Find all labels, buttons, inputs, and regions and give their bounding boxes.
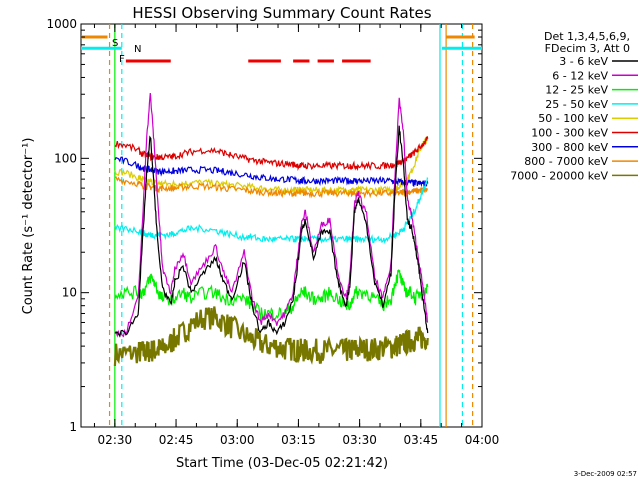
axis-ticks: 1 10 100 1000 02:30 02:45 03:00 03:15 03:30 03:45… (46, 17, 499, 447)
legend-label: 7000 - 20000 keV (510, 169, 608, 182)
flag-label-s: S (112, 38, 118, 49)
x-tick-label: 03:15 (281, 433, 316, 447)
x-tick-label: 04:00 (465, 433, 500, 447)
series-12to25kev (114, 269, 429, 321)
legend-label: 100 - 300 keV (531, 127, 608, 140)
flag-label-n: N (134, 44, 141, 55)
plot-frame (80, 23, 483, 428)
vertical-markers (108, 24, 474, 427)
y-axis-label: Count Rate (s⁻¹ detector⁻¹) (21, 138, 36, 315)
x-tick-label: 02:45 (159, 433, 194, 447)
x-tick-label: 03:00 (220, 433, 255, 447)
y-tick-label: 1 (69, 420, 77, 434)
footer-date: 3-Dec-2009 02:57 (574, 470, 637, 478)
legend-label: 3 - 6 keV (559, 55, 608, 68)
flag-bars (81, 35, 482, 63)
series-layer (113, 92, 429, 367)
legend-label: 25 - 50 keV (545, 98, 608, 111)
y-tick-label: 100 (54, 151, 77, 165)
series-50to100kev (114, 136, 429, 196)
legend-header-line1: Det 1,3,4,5,6,9, (544, 30, 630, 43)
legend-label: 6 - 12 keV (552, 69, 608, 82)
legend-header-line2: FDecim 3, Att 0 (545, 42, 630, 55)
legend-label: 12 - 25 keV (545, 84, 608, 97)
flag-label-f: F (119, 54, 125, 65)
legend-label: 300 - 800 keV (531, 141, 608, 154)
legend-label: 800 - 7000 keV (524, 155, 608, 168)
series-100to300kev (114, 136, 429, 171)
chart-title: HESSI Observing Summary Count Rates (132, 4, 431, 22)
series-25to50kev (114, 176, 429, 245)
y-tick-label: 10 (62, 286, 77, 300)
series-800to7000kev (114, 176, 428, 199)
x-tick-label: 02:30 (98, 433, 133, 447)
x-tick-label: 03:30 (342, 433, 377, 447)
y-tick-label: 1000 (46, 17, 77, 31)
series-3to6kev (114, 125, 429, 338)
series-6to12kev (114, 92, 429, 338)
legend-label: 50 - 100 keV (538, 112, 608, 125)
x-axis-label: Start Time (03-Dec-05 02:21:42) (176, 456, 388, 471)
series-7000to20000kev (113, 306, 429, 367)
x-tick-label: 03:45 (404, 433, 439, 447)
